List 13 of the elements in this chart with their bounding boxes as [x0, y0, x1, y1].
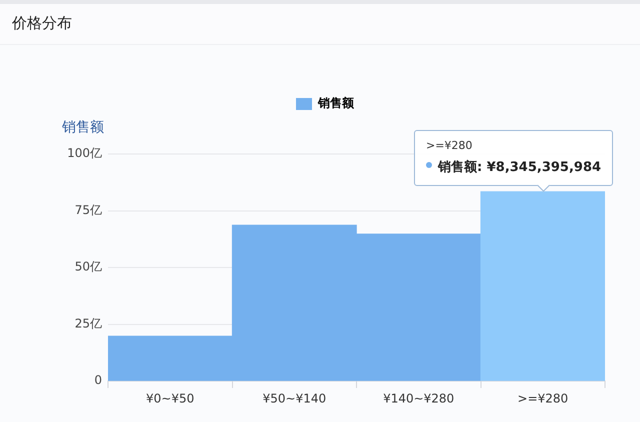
y-tick-label: 50亿: [74, 260, 102, 274]
x-tick-label: ¥50~¥140: [262, 391, 326, 406]
y-axis-title: 销售额: [61, 120, 104, 136]
chart-title: 价格分布: [12, 14, 72, 33]
x-tick-label: ¥140~¥280: [383, 391, 454, 406]
y-tick-label: 25亿: [74, 316, 102, 330]
y-tick-label: 0: [94, 373, 102, 388]
x-tick-label: ¥0~¥50: [146, 391, 194, 406]
y-tick-label: 75亿: [74, 202, 102, 217]
legend-label: 销售额: [317, 96, 355, 110]
y-tick-label: 100亿: [67, 146, 102, 160]
x-tick-label: >=¥280: [518, 391, 568, 406]
annotation: >=¥280 销售额: ¥8,345,395,984: [426, 138, 602, 175]
